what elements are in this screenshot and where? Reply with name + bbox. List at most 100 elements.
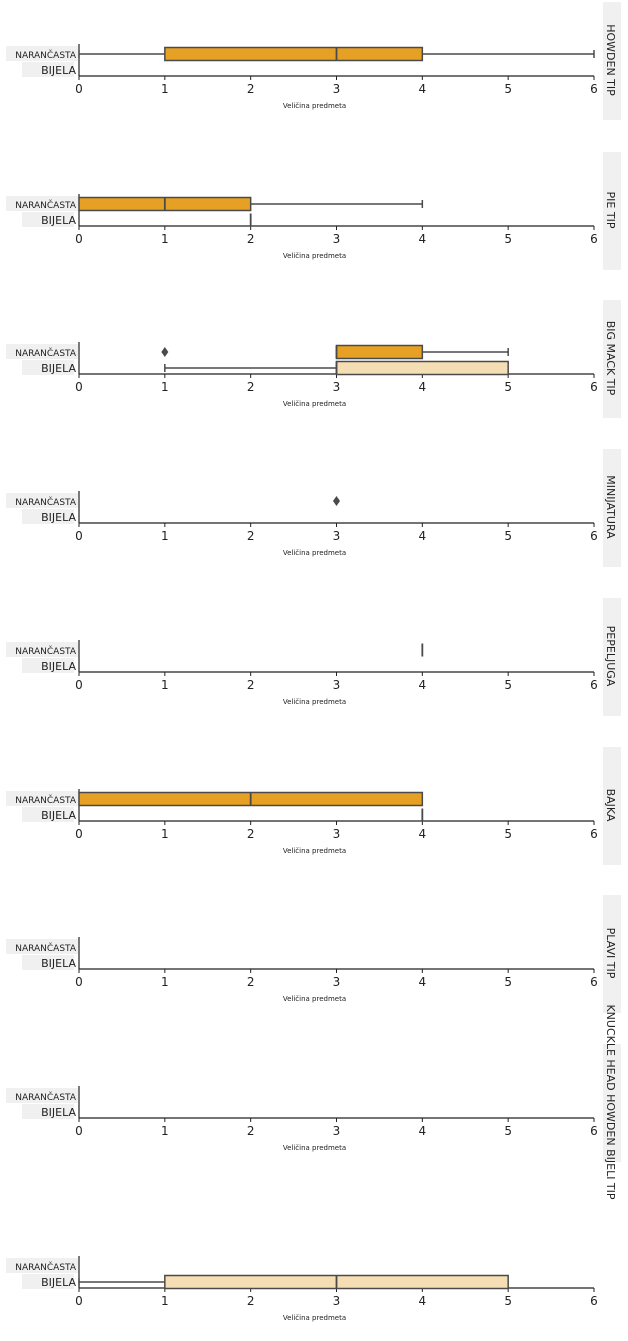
x-tick-label: 4 <box>419 827 427 841</box>
x-tick-label: 5 <box>504 975 512 989</box>
category-label: BIJELA <box>41 809 76 822</box>
category-label: NARANČASTA <box>15 1091 77 1103</box>
x-tick-label: 0 <box>75 529 83 543</box>
x-tick-label: 6 <box>590 529 598 543</box>
x-tick-label: 0 <box>75 1124 83 1138</box>
x-tick-label: 2 <box>247 1294 255 1308</box>
panel-label: KNUCKLE HEAD HOWDEN BIJELI TIP <box>604 1004 617 1199</box>
category-label-bg <box>6 1088 78 1103</box>
category-label-bg <box>22 807 74 822</box>
x-tick-label: 2 <box>247 529 255 543</box>
category-label-bg <box>22 360 74 375</box>
category-label-bg <box>6 344 78 359</box>
x-tick-label: 4 <box>419 82 427 96</box>
x-tick-label: 2 <box>247 678 255 692</box>
panel-label-bg <box>603 598 621 716</box>
x-tick-label: 4 <box>419 678 427 692</box>
x-tick-label: 2 <box>247 380 255 394</box>
x-tick-label: 2 <box>247 827 255 841</box>
x-tick-label: 6 <box>590 678 598 692</box>
x-tick-label: 6 <box>590 975 598 989</box>
panel-label-bg <box>603 1044 621 1162</box>
category-label-bg <box>22 1274 74 1289</box>
category-label-bg <box>6 493 78 508</box>
panel-label-bg <box>603 449 621 567</box>
x-axis-label: Veličina predmeta <box>283 847 346 855</box>
category-label: BIJELA <box>41 362 76 375</box>
chart-panel: NARANČASTA BIJELA 0 1 2 3 4 5 6 Veličina predmeta… <box>6 598 621 716</box>
panel-label: MINIJATURA <box>604 475 617 539</box>
x-tick-label: 3 <box>333 529 341 543</box>
category-label-bg <box>6 46 78 61</box>
x-axis-label: Veličina predmeta <box>283 1144 346 1152</box>
category-label: BIJELA <box>41 957 76 970</box>
box-iqr <box>164 46 424 62</box>
x-tick-label: 1 <box>161 1294 169 1308</box>
x-tick-label: 3 <box>333 678 341 692</box>
chart-panel: NARANČASTA BIJELA 0 1 2 3 4 5 6 Veličina predmeta… <box>6 747 621 865</box>
x-tick-label: 0 <box>75 678 83 692</box>
category-label-bg <box>22 509 74 524</box>
x-tick-label: 6 <box>590 827 598 841</box>
x-tick-label: 0 <box>75 827 83 841</box>
box-iqr <box>335 360 509 376</box>
category-label-bg <box>22 658 74 673</box>
x-tick-label: 1 <box>161 380 169 394</box>
panel-label-bg <box>603 152 621 270</box>
box-iqr <box>335 344 424 360</box>
category-label-bg <box>6 196 78 211</box>
x-tick-label: 0 <box>75 1294 83 1308</box>
x-tick-label: 5 <box>504 1294 512 1308</box>
category-label-bg <box>6 1258 78 1273</box>
panel-label-bg <box>603 2 621 120</box>
panel-label: BAJKA <box>604 789 617 822</box>
x-tick-label: 6 <box>590 1124 598 1138</box>
category-label: NARANČASTA <box>15 49 77 61</box>
x-tick-label: 5 <box>504 678 512 692</box>
panel-label: PIE TIP <box>604 192 617 229</box>
x-tick-label: 2 <box>247 1124 255 1138</box>
x-tick-label: 0 <box>75 380 83 394</box>
x-tick-label: 5 <box>504 82 512 96</box>
category-label-bg <box>22 955 74 970</box>
x-tick-label: 4 <box>419 1124 427 1138</box>
category-label: BIJELA <box>41 511 76 524</box>
x-tick-label: 6 <box>590 232 598 246</box>
chart-panel: NARANČASTA BIJELA 0 1 2 3 4 5 6 Veličina predmeta… <box>6 895 621 1013</box>
x-tick-label: 5 <box>504 827 512 841</box>
category-label: BIJELA <box>41 214 76 227</box>
category-label: NARANČASTA <box>15 794 77 806</box>
x-tick-label: 3 <box>333 1124 341 1138</box>
x-tick-label: 0 <box>75 975 83 989</box>
panel-label: BIG MACK TIP <box>604 321 617 396</box>
x-tick-label: 4 <box>419 232 427 246</box>
chart-panel: NARANČASTA BIJELA 0 1 2 3 4 5 6 Veličina predmeta <box>6 1256 598 1322</box>
x-tick-label: 2 <box>247 232 255 246</box>
chart-panel: NARANČASTA BIJELA 0 1 2 3 4 5 6 Veličina predmeta… <box>6 1004 621 1200</box>
x-axis-label: Veličina predmeta <box>283 698 346 706</box>
category-label: BIJELA <box>41 64 76 77</box>
x-tick-label: 4 <box>419 529 427 543</box>
x-axis-label: Veličina predmeta <box>283 102 346 110</box>
category-label: NARANČASTA <box>15 347 77 359</box>
x-tick-label: 4 <box>419 380 427 394</box>
category-label: NARANČASTA <box>15 942 77 954</box>
category-label: BIJELA <box>41 1276 76 1289</box>
category-label-bg <box>22 1104 74 1119</box>
category-label-bg <box>22 62 74 77</box>
x-tick-label: 2 <box>247 975 255 989</box>
x-tick-label: 1 <box>161 975 169 989</box>
category-label: NARANČASTA <box>15 496 77 508</box>
x-tick-label: 3 <box>333 1294 341 1308</box>
panel-label-bg <box>603 747 621 865</box>
x-tick-label: 6 <box>590 1294 598 1308</box>
x-tick-label: 0 <box>75 82 83 96</box>
category-label-bg <box>22 212 74 227</box>
x-tick-label: 6 <box>590 380 598 394</box>
x-tick-label: 4 <box>419 1294 427 1308</box>
panel-label-bg <box>603 895 621 1013</box>
x-tick-label: 4 <box>419 975 427 989</box>
x-tick-label: 3 <box>333 380 341 394</box>
